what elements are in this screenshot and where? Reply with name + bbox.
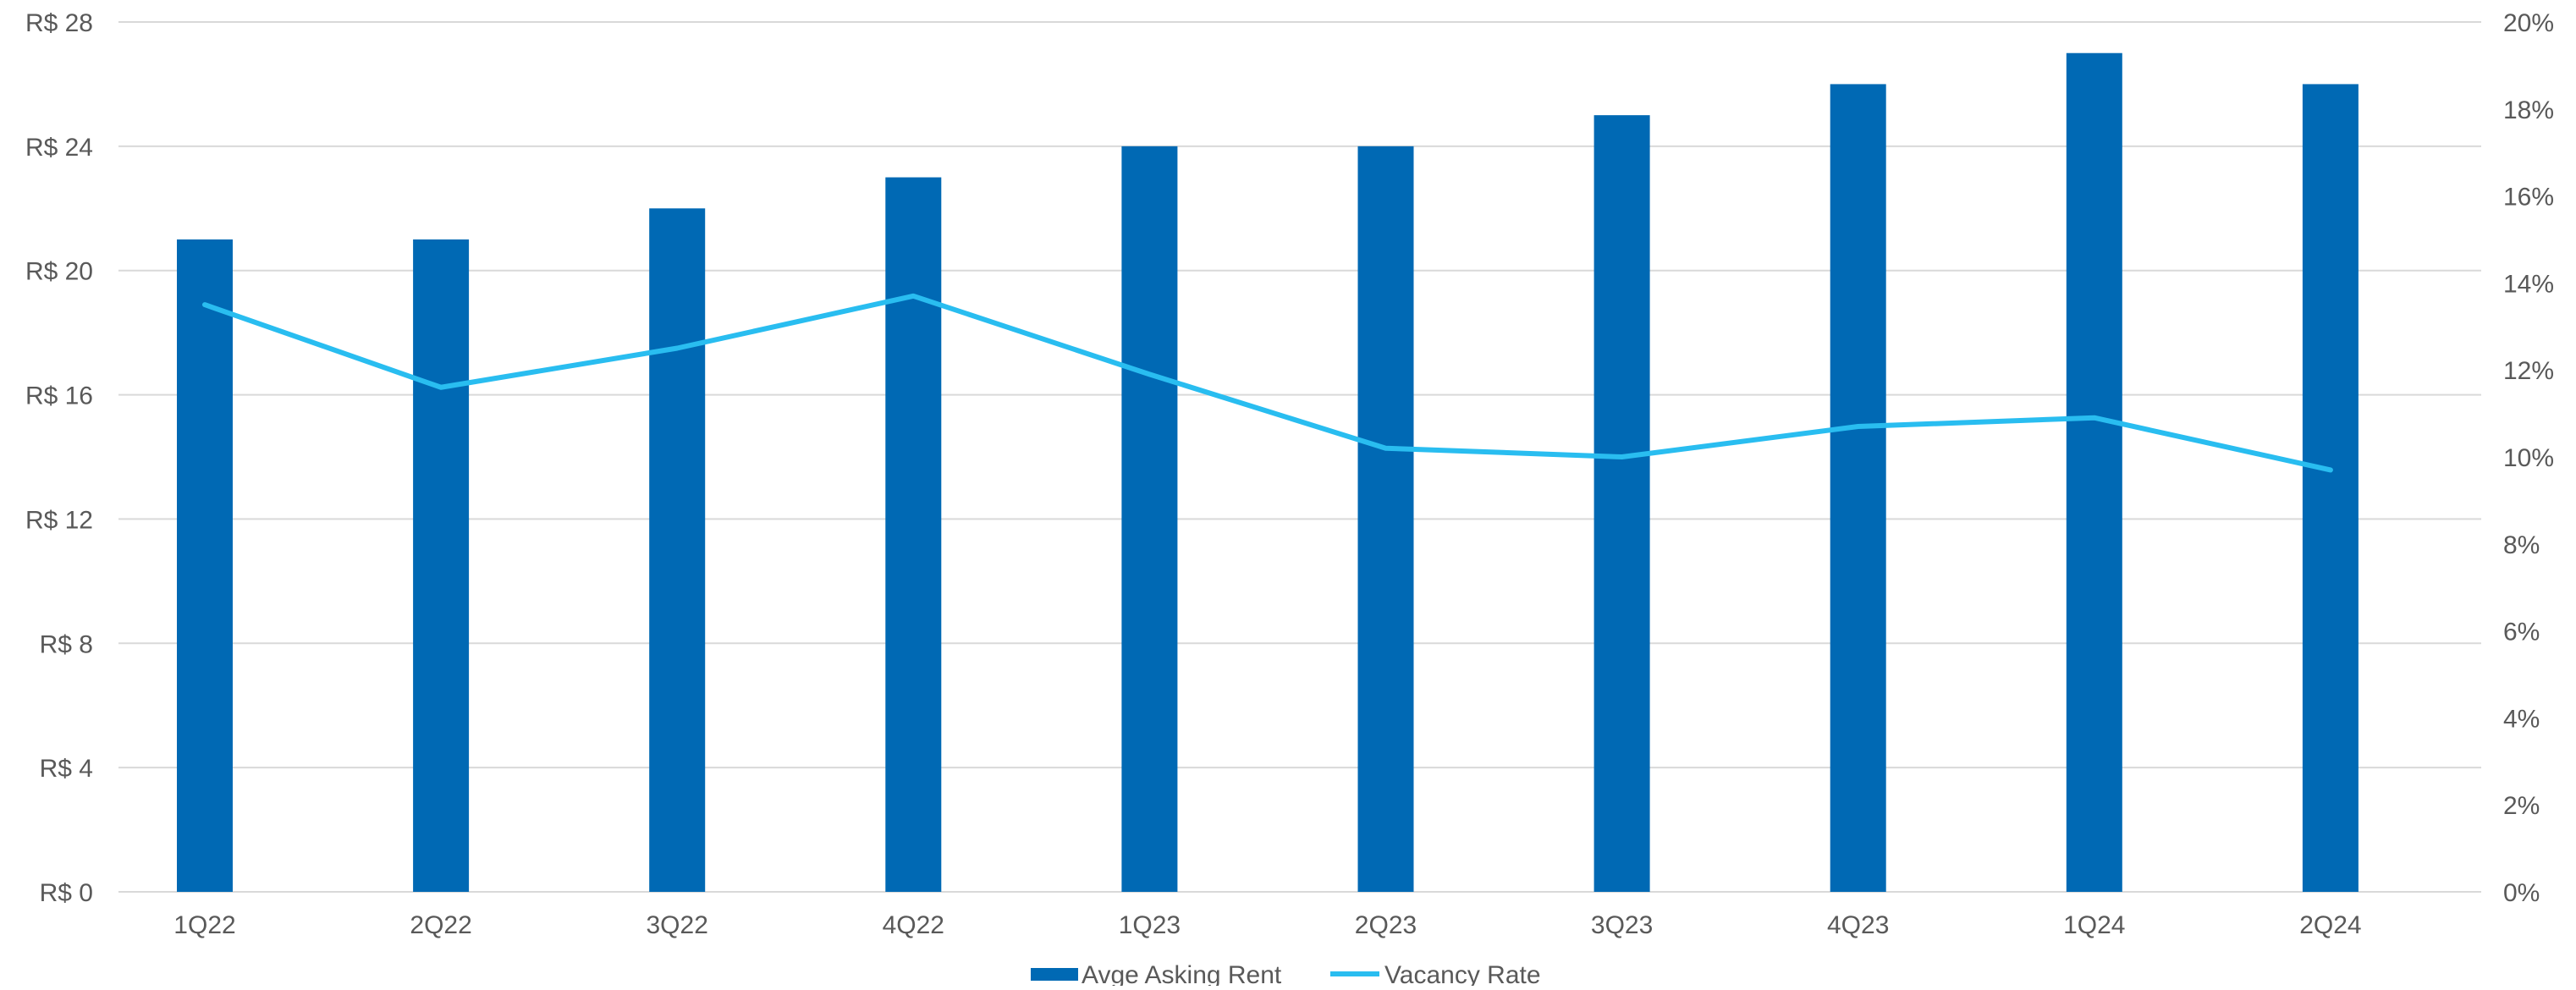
right-tick-label: 12%	[2503, 357, 2554, 385]
right-tick-label: 20%	[2503, 9, 2554, 37]
bar-4q22	[885, 177, 942, 893]
right-tick-label: 16%	[2503, 184, 2554, 212]
bar-2q24	[2302, 84, 2359, 892]
right-axis-labels: 0% 2% 4% 6% 8% 10% 12% 14% 16% 18% 20%	[2503, 9, 2554, 907]
bar-3q23	[1593, 115, 1650, 893]
right-tick-label: 10%	[2503, 444, 2554, 472]
line-series	[202, 293, 2333, 473]
right-tick-label: 4%	[2503, 705, 2540, 733]
left-axis-labels: R$ 0 R$ 4 R$ 8 R$ 12 R$ 16 R$ 20 R$ 24 R$ 28	[25, 9, 93, 907]
left-tick-label: R$ 8	[40, 630, 93, 658]
left-tick-label: R$ 24	[25, 134, 93, 162]
legend-swatch-avge-asking-rent	[1031, 968, 1078, 981]
x-tick-label: 2Q23	[1355, 911, 1417, 939]
bar-2q22	[413, 239, 470, 892]
x-axis-labels: 1Q22 2Q22 3Q22 4Q22 1Q23 2Q23 3Q23 4Q23 1Q24 2Q24	[173, 911, 2361, 939]
left-tick-label: R$ 20	[25, 258, 93, 286]
gridlines	[118, 21, 2481, 893]
left-tick-label: R$ 4	[40, 755, 93, 783]
left-tick-label: R$ 28	[25, 9, 93, 37]
bar-series	[177, 52, 2359, 893]
right-tick-label: 2%	[2503, 792, 2540, 820]
x-tick-label: 4Q22	[883, 911, 944, 939]
right-tick-label: 14%	[2503, 270, 2554, 298]
legend-label-vacancy-rate: Vacancy Rate	[1384, 961, 1541, 986]
left-tick-label: R$ 12	[25, 506, 93, 534]
x-tick-label: 3Q22	[647, 911, 708, 939]
left-tick-label: R$ 16	[25, 382, 93, 410]
bar-4q23	[1830, 84, 1886, 892]
bar-1q23	[1121, 146, 1178, 892]
right-tick-label: 8%	[2503, 531, 2540, 559]
x-tick-label: 2Q22	[410, 911, 471, 939]
bar-2q23	[1357, 146, 1414, 892]
x-tick-label: 1Q24	[2063, 911, 2125, 939]
bar-1q22	[177, 239, 233, 892]
right-tick-label: 0%	[2503, 879, 2540, 907]
left-tick-label: R$ 0	[40, 879, 93, 907]
vacancy-rate-line	[202, 293, 2333, 473]
legend-label-avge-asking-rent: Avge Asking Rent	[1082, 961, 1282, 986]
x-tick-label: 1Q23	[1119, 911, 1181, 939]
legend: Avge Asking Rent Vacancy Rate	[1031, 961, 1541, 989]
x-tick-label: 4Q23	[1827, 911, 1889, 939]
x-tick-label: 3Q23	[1591, 911, 1653, 939]
right-tick-label: 6%	[2503, 619, 2540, 646]
right-tick-label: 18%	[2503, 96, 2554, 124]
bar-3q22	[649, 208, 706, 893]
x-tick-label: 1Q22	[173, 911, 235, 939]
bar-1q24	[2066, 52, 2122, 892]
x-tick-label: 2Q24	[2299, 911, 2361, 939]
